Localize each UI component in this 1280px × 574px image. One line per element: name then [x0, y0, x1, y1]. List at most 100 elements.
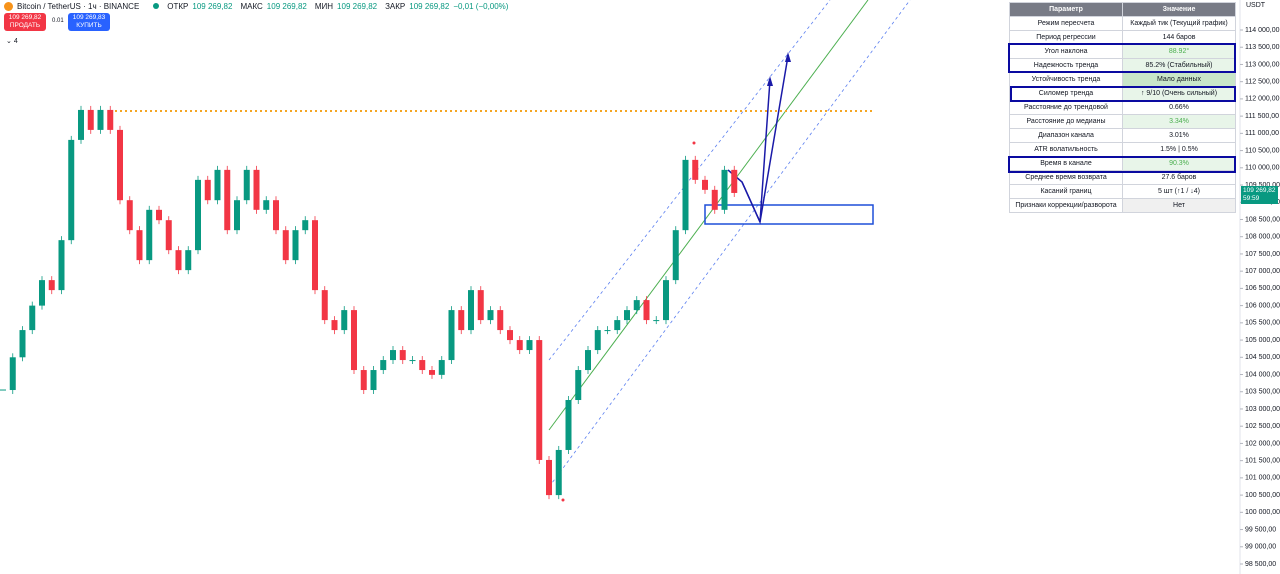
candle: [438, 360, 445, 375]
y-tick-label: 107 000,00: [1245, 268, 1280, 275]
candle: [156, 209, 162, 221]
y-tick-label: 105 500,00: [1245, 320, 1280, 327]
candle: [48, 280, 55, 291]
ohlc-label: МИН: [314, 1, 334, 11]
candle: [653, 320, 660, 322]
candle: [663, 280, 669, 321]
param-cell: Диапазон канала: [1009, 128, 1123, 143]
sell-button[interactable]: 109 269,82 ПРОДАТЬ: [4, 13, 46, 31]
candle: [370, 370, 377, 391]
candle: [614, 320, 621, 331]
candle: [555, 449, 562, 496]
currency-unit[interactable]: USDT: [1246, 2, 1266, 9]
zone-box: [704, 204, 874, 225]
candle: [672, 230, 679, 281]
candle: [409, 360, 416, 362]
y-tick-label: 111 500,00: [1245, 113, 1279, 120]
candle: [292, 230, 299, 261]
marker: [692, 141, 696, 145]
table-row: Надежность тренда 85.2% (Стабильный): [1009, 58, 1236, 73]
value-cell: ↑ 9/10 (Очень сильный): [1122, 86, 1236, 101]
arrow-path: [741, 55, 789, 225]
candle: [87, 109, 94, 130]
value-cell: 27.6 баров: [1122, 170, 1236, 185]
column-header: Значение: [1122, 2, 1236, 17]
candle: [195, 179, 201, 251]
candle: [39, 280, 45, 306]
table-row: Расстояние до медианы 3.34%: [1009, 114, 1236, 129]
indicators-toggle[interactable]: ⌄ 4: [6, 38, 18, 45]
value-cell: Каждый тик (Текущий график): [1122, 16, 1236, 31]
y-tick-label: 109 500,00: [1245, 182, 1280, 189]
table-row: Угол наклона 88.92°: [1009, 44, 1236, 59]
y-tick-label: 98 500,00: [1245, 561, 1276, 568]
indicator-count: 4: [13, 38, 18, 45]
trend-line: [548, 0, 869, 431]
candle: [536, 340, 543, 460]
candle: [594, 330, 601, 351]
y-tick-label: 99 000,00: [1245, 544, 1276, 551]
current-price: 109 269,82 59:59: [1241, 186, 1278, 204]
price: 109 269,82: [1243, 187, 1276, 194]
param-cell: Устойчивость тренда: [1009, 72, 1123, 87]
candle: [175, 250, 182, 271]
candle: [302, 220, 309, 231]
candle: [380, 360, 387, 371]
candle: [146, 209, 153, 261]
y-tick-label: 101 000,00: [1245, 475, 1280, 482]
candle: [516, 340, 523, 351]
candle: [643, 300, 650, 321]
stats-table: Параметр Значение Режим пересчета Каждый ти…: [1009, 2, 1236, 213]
table-row: Касаний границ 5 шт (↑1 / ↓4): [1009, 184, 1236, 199]
ohlc-value: 109 269,82: [409, 1, 450, 11]
candle: [507, 330, 513, 341]
symbol-header: Bitcoin / TetherUS · 1ч · BINANCE ОТКР 10…: [4, 0, 508, 12]
ohlc-value: 109 269,82: [266, 1, 307, 11]
timer: 59:59: [1243, 195, 1260, 202]
candle: [68, 139, 75, 241]
value-cell: 88.92°: [1122, 44, 1236, 59]
spread: 0.01: [52, 18, 64, 24]
y-tick-label: 104 500,00: [1245, 354, 1280, 361]
candle: [682, 159, 689, 231]
value-cell: Мало данных: [1122, 72, 1236, 87]
candle: [243, 169, 250, 201]
param-cell: Время в канале: [1009, 156, 1123, 171]
candle: [331, 320, 338, 331]
column-header: Параметр: [1009, 2, 1123, 17]
candle: [282, 230, 289, 261]
change: −0,01 (−0,00%): [453, 1, 509, 11]
value-cell: 90.3%: [1122, 156, 1236, 171]
candle: [458, 310, 465, 331]
param-cell: Силомер тренда: [1009, 86, 1123, 101]
table-row: ATR волатильность 1.5% | 0.5%: [1009, 142, 1236, 157]
y-tick-label: 102 500,00: [1245, 423, 1280, 430]
param-cell: Расстояние до медианы: [1009, 114, 1123, 129]
arrow-head: [767, 76, 773, 86]
arrow-head: [785, 52, 791, 62]
y-tick-label: 103 000,00: [1245, 406, 1280, 413]
value-cell: 1.5% | 0.5%: [1122, 142, 1236, 157]
candle: [19, 330, 26, 358]
candle: [721, 169, 728, 210]
value-cell: 5 шт (↑1 / ↓4): [1122, 184, 1236, 199]
candle: [341, 310, 348, 331]
candle: [448, 310, 455, 361]
ohlc-value: 109 269,82: [192, 1, 233, 11]
candle: [487, 310, 494, 321]
y-tick-label: 110 500,00: [1245, 147, 1280, 154]
table-row: Расстояние до трендовой 0.66%: [1009, 100, 1236, 115]
param-cell: Режим пересчета: [1009, 16, 1123, 31]
candle: [126, 200, 133, 231]
sell-price: 109 269,82: [8, 14, 42, 21]
y-tick-label: 106 000,00: [1245, 302, 1280, 309]
candle: [78, 109, 84, 140]
param-cell: Признаки коррекции/разворота: [1009, 198, 1123, 213]
buy-button[interactable]: 109 269,83 КУПИТЬ: [68, 13, 110, 31]
status-dot: [153, 3, 160, 9]
param-cell: Период регрессии: [1009, 30, 1123, 45]
y-tick-label: 112 000,00: [1245, 96, 1280, 103]
candle: [263, 200, 270, 210]
candle: [390, 350, 396, 361]
symbol[interactable]: Bitcoin / TetherUS · 1ч · BINANCE: [17, 1, 140, 11]
